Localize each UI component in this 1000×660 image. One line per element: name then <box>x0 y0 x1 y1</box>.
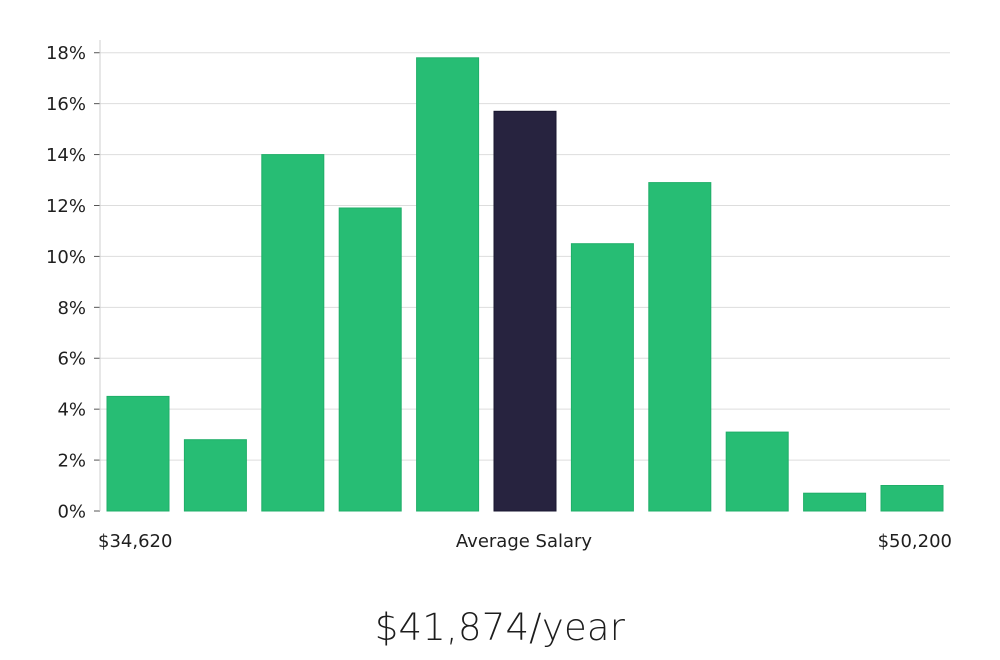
y-tick-label: 4% <box>57 400 86 421</box>
bar <box>183 439 247 512</box>
bar <box>880 485 944 512</box>
x-label-average: Average Salary <box>456 531 593 552</box>
bar <box>416 57 480 512</box>
x-label-min: $34,620 <box>98 531 172 552</box>
y-tick-label: 16% <box>46 94 86 115</box>
y-tick-label: 10% <box>46 247 86 268</box>
bar <box>803 492 867 512</box>
y-tick-label: 14% <box>46 145 86 166</box>
y-tick-label: 12% <box>46 196 86 217</box>
x-axis-labels: $34,620 Average Salary $50,200 <box>98 531 952 552</box>
y-tick-label: 0% <box>57 502 86 523</box>
y-tick-label: 2% <box>57 451 86 472</box>
bar <box>261 154 325 512</box>
y-tick-label: 8% <box>57 298 86 319</box>
x-label-max: $50,200 <box>878 531 952 552</box>
bar <box>648 182 712 512</box>
y-tick-label: 18% <box>46 43 86 64</box>
bar-average-salary <box>493 110 557 512</box>
y-tick-label: 6% <box>57 349 86 370</box>
average-salary-headline: $41,874/year <box>374 606 626 649</box>
bar <box>338 207 402 512</box>
salary-histogram: 0% 2% 4% 6% 8% 10% 12% 14% 16% 18% $34,620 Averag… <box>46 40 952 552</box>
bar <box>570 243 634 512</box>
bar <box>725 431 789 512</box>
y-axis: 0% 2% 4% 6% 8% 10% 12% 14% 16% 18% <box>46 40 101 523</box>
bars <box>106 57 944 512</box>
bar <box>106 395 170 512</box>
